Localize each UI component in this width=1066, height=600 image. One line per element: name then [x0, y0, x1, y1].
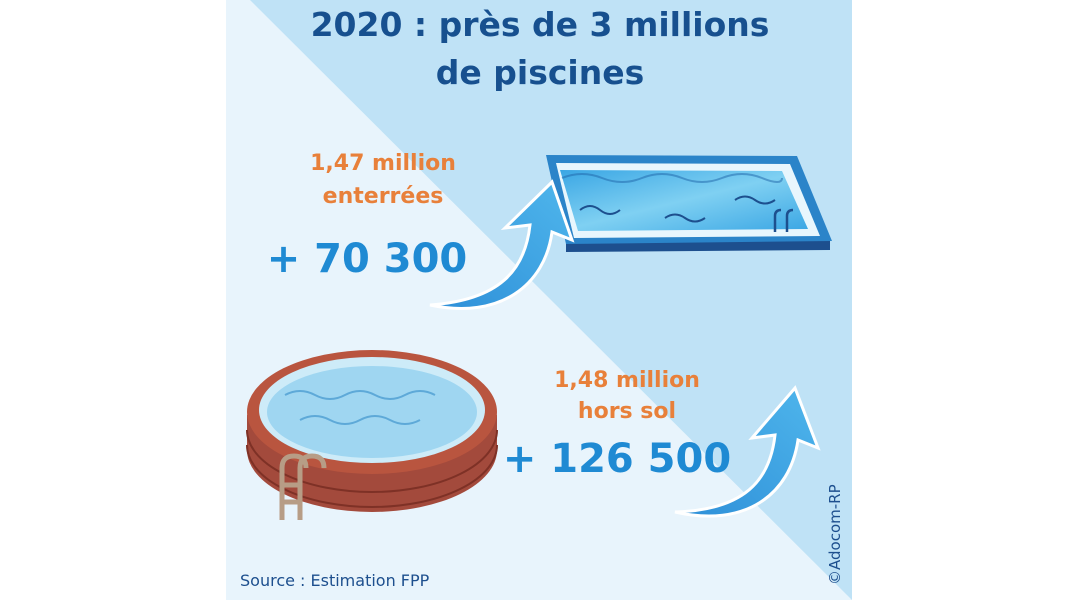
inground-pool — [546, 155, 832, 252]
title-line: de piscines — [436, 53, 644, 92]
arrow — [429, 179, 575, 310]
item-increase: + 126 500 — [503, 436, 731, 482]
item-label: 1,48 million — [554, 368, 700, 393]
item-label: hors sol — [578, 399, 676, 424]
background-band — [250, 0, 852, 600]
source: Source : Estimation FPP — [240, 571, 430, 590]
item-increase: + 70 300 — [267, 236, 468, 282]
item-label: 1,47 million — [310, 151, 456, 176]
arrow — [674, 385, 821, 518]
above-ground-pool — [246, 350, 498, 520]
title-line: 2020 : près de 3 millions — [311, 5, 770, 44]
credit: ©Adocom-RP — [826, 484, 844, 585]
item-label: enterrées — [323, 184, 444, 209]
